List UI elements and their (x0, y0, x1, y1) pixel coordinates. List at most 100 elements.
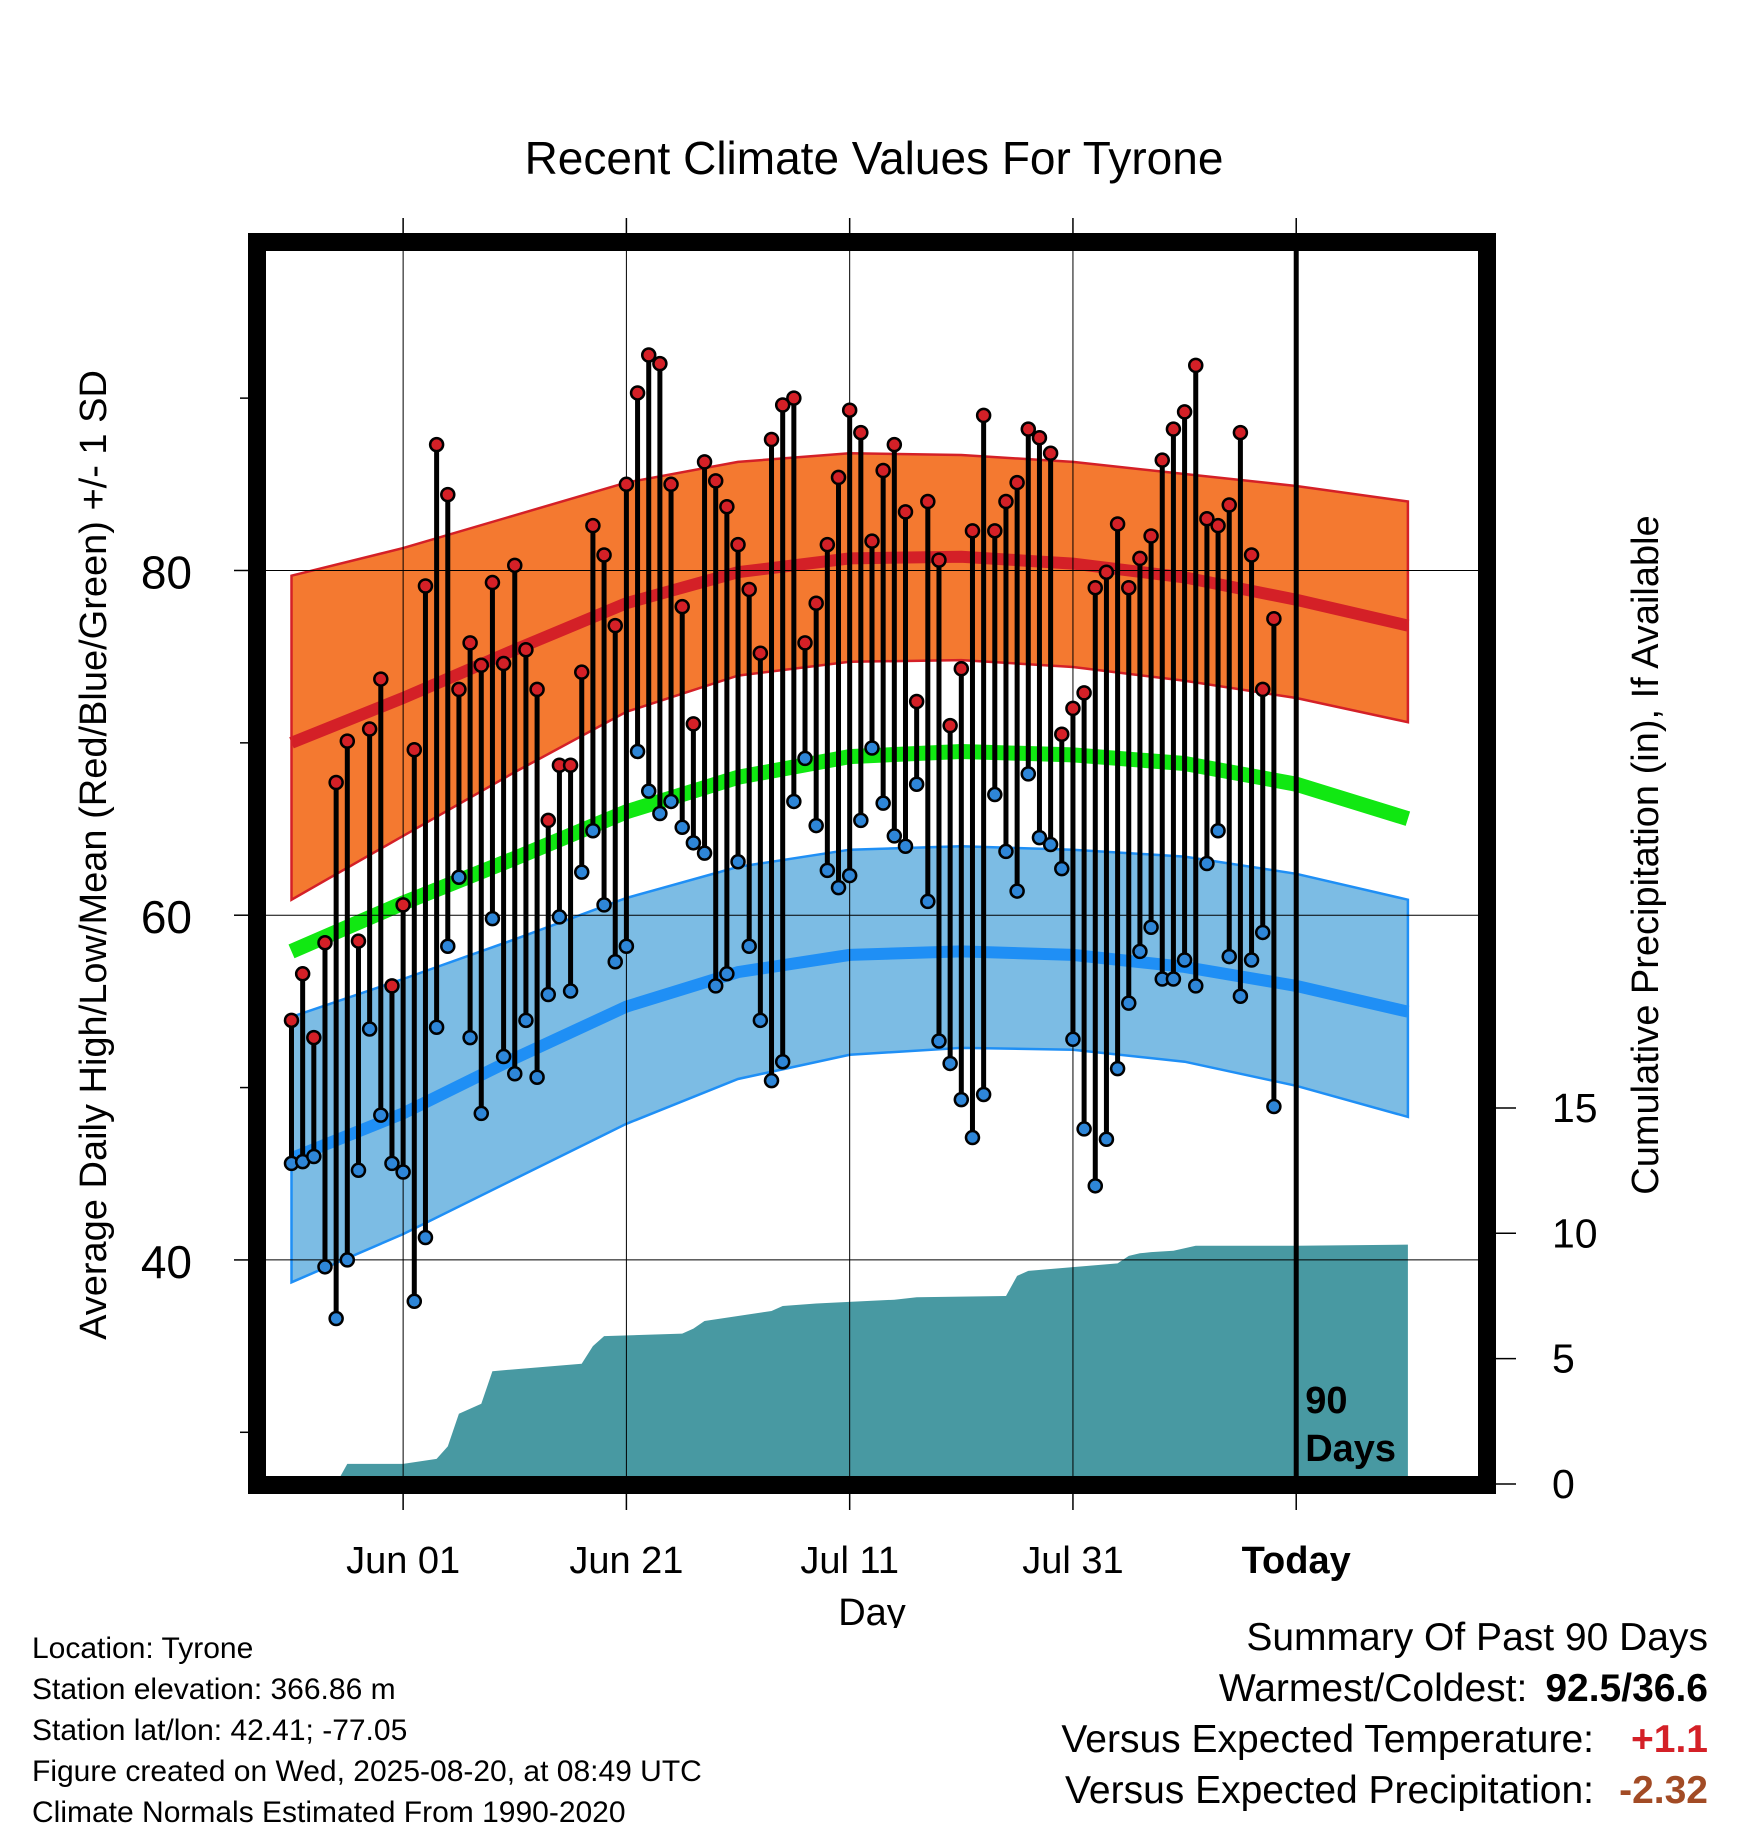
daily-low-point (864, 740, 880, 756)
daily-low-point (507, 1066, 523, 1082)
daily-high-point (674, 598, 690, 615)
daily-low-point (752, 1012, 769, 1029)
daily-low-point (428, 1019, 445, 1035)
today-days-label: 90 (1305, 1380, 1347, 1422)
daily-high-point (507, 557, 523, 574)
daily-low-point (562, 983, 579, 999)
daily-low-point (451, 869, 467, 886)
daily-high-point (908, 693, 925, 710)
climate-chart: Recent Climate Values For Tyrone 90Days … (73, 132, 1667, 1628)
daily-low-point (1187, 978, 1204, 994)
daily-high-point (819, 536, 836, 553)
daily-low-point (987, 786, 1003, 803)
daily-low-point (384, 1155, 400, 1172)
daily-low-point (551, 909, 568, 925)
daily-high-point (1042, 445, 1059, 462)
daily-high-point (1176, 404, 1193, 420)
daily-low-point (585, 823, 601, 839)
daily-low-point (629, 743, 646, 760)
daily-high-point (562, 757, 579, 774)
daily-low-point (830, 879, 847, 896)
daily-high-point (1020, 421, 1037, 437)
daily-high-point (886, 436, 903, 453)
daily-low-point (920, 893, 936, 910)
daily-low-point (652, 805, 668, 822)
plot-frame (248, 233, 1496, 1494)
daily-high-point (763, 431, 780, 448)
extremes-label: Warmest/Coldest: (1218, 1667, 1528, 1710)
daily-high-point (652, 355, 668, 372)
daily-high-point (1109, 516, 1126, 532)
chart-title: Recent Climate Values For Tyrone (525, 132, 1224, 184)
daily-high-point (1266, 610, 1282, 627)
daily-high-point (306, 1029, 322, 1046)
daily-high-point (1232, 424, 1249, 441)
summary-heading: Summary Of Past 90 Days (1246, 1616, 1708, 1659)
y-tick-label: 40 (141, 1236, 192, 1288)
y-tick-label: 80 (141, 546, 192, 598)
daily-low-point (1132, 943, 1148, 960)
daily-high-point (518, 642, 534, 658)
daily-low-point (596, 897, 612, 913)
normals-text: Climate Normals Estimated From 1990-2020 (32, 1796, 626, 1829)
daily-high-point (853, 424, 869, 441)
daily-high-point (440, 486, 456, 503)
daily-low-point (897, 838, 914, 855)
daily-high-point (1121, 579, 1137, 596)
daily-low-point (350, 1162, 367, 1179)
daily-low-point (1087, 1178, 1104, 1194)
created-text: Figure created on Wed, 2025-08-20, at 08… (32, 1755, 702, 1788)
x-tick-label: Today (1242, 1540, 1351, 1582)
daily-high-point (339, 733, 356, 749)
daily-low-point (841, 867, 858, 884)
daily-low-point (540, 986, 557, 1003)
daily-low-point (373, 1107, 389, 1123)
precip-anomaly-value: -2.32 (1619, 1769, 1708, 1812)
daily-high-point (920, 493, 936, 510)
daily-low-point (607, 953, 623, 970)
daily-high-point (797, 635, 813, 651)
summary-panel: Summary Of Past 90 Days Warmest/Coldest:… (1061, 1612, 1708, 1816)
daily-high-point (1154, 452, 1171, 468)
today-days-label: Days (1305, 1428, 1396, 1470)
daily-low-point (462, 1029, 478, 1046)
x-tick-label: Jul 11 (800, 1540, 899, 1582)
plot-border (248, 233, 1496, 1494)
y-axis-label: Average Daily High/Low/Mean (Red/Blue/Gr… (73, 370, 115, 1340)
daily-low-point (306, 1148, 322, 1165)
daily-high-point (317, 935, 333, 951)
temp-anomaly-row: Versus Expected Temperature: +1.1 (1061, 1714, 1708, 1765)
daily-high-point (350, 933, 367, 949)
daily-high-point (640, 347, 657, 363)
x-tick-label: Jul 31 (1022, 1540, 1123, 1582)
daily-high-point (1210, 517, 1226, 534)
daily-high-point (495, 655, 512, 672)
daily-high-point (752, 645, 769, 661)
daily-low-point (1243, 952, 1260, 968)
precip-area (340, 1244, 1408, 1477)
y2-tick-label: 5 (1552, 1336, 1575, 1382)
daily-high-point (730, 536, 746, 553)
daily-high-point (451, 681, 467, 698)
daily-high-point (373, 671, 389, 687)
daily-low-point (763, 1072, 780, 1089)
daily-low-point (1221, 948, 1237, 965)
daily-low-point (696, 845, 713, 861)
daily-high-point (774, 397, 791, 413)
daily-low-point (361, 1021, 378, 1037)
daily-low-point (786, 793, 802, 810)
y-tick-label: 60 (141, 891, 192, 943)
daily-low-point (1054, 860, 1070, 877)
daily-low-point (1232, 988, 1249, 1004)
daily-low-point (1121, 995, 1137, 1011)
daily-high-point (875, 462, 891, 479)
precip-anomaly-row: Versus Expected Precipitation: -2.32 (1061, 1765, 1708, 1816)
daily-low-point (719, 966, 735, 982)
daily-high-point (741, 581, 757, 598)
daily-low-point (1098, 1131, 1115, 1148)
daily-high-point (1087, 579, 1104, 596)
daily-low-point (529, 1069, 545, 1085)
daily-low-point (797, 750, 813, 767)
daily-low-point (473, 1105, 490, 1122)
daily-low-point (1266, 1098, 1282, 1115)
